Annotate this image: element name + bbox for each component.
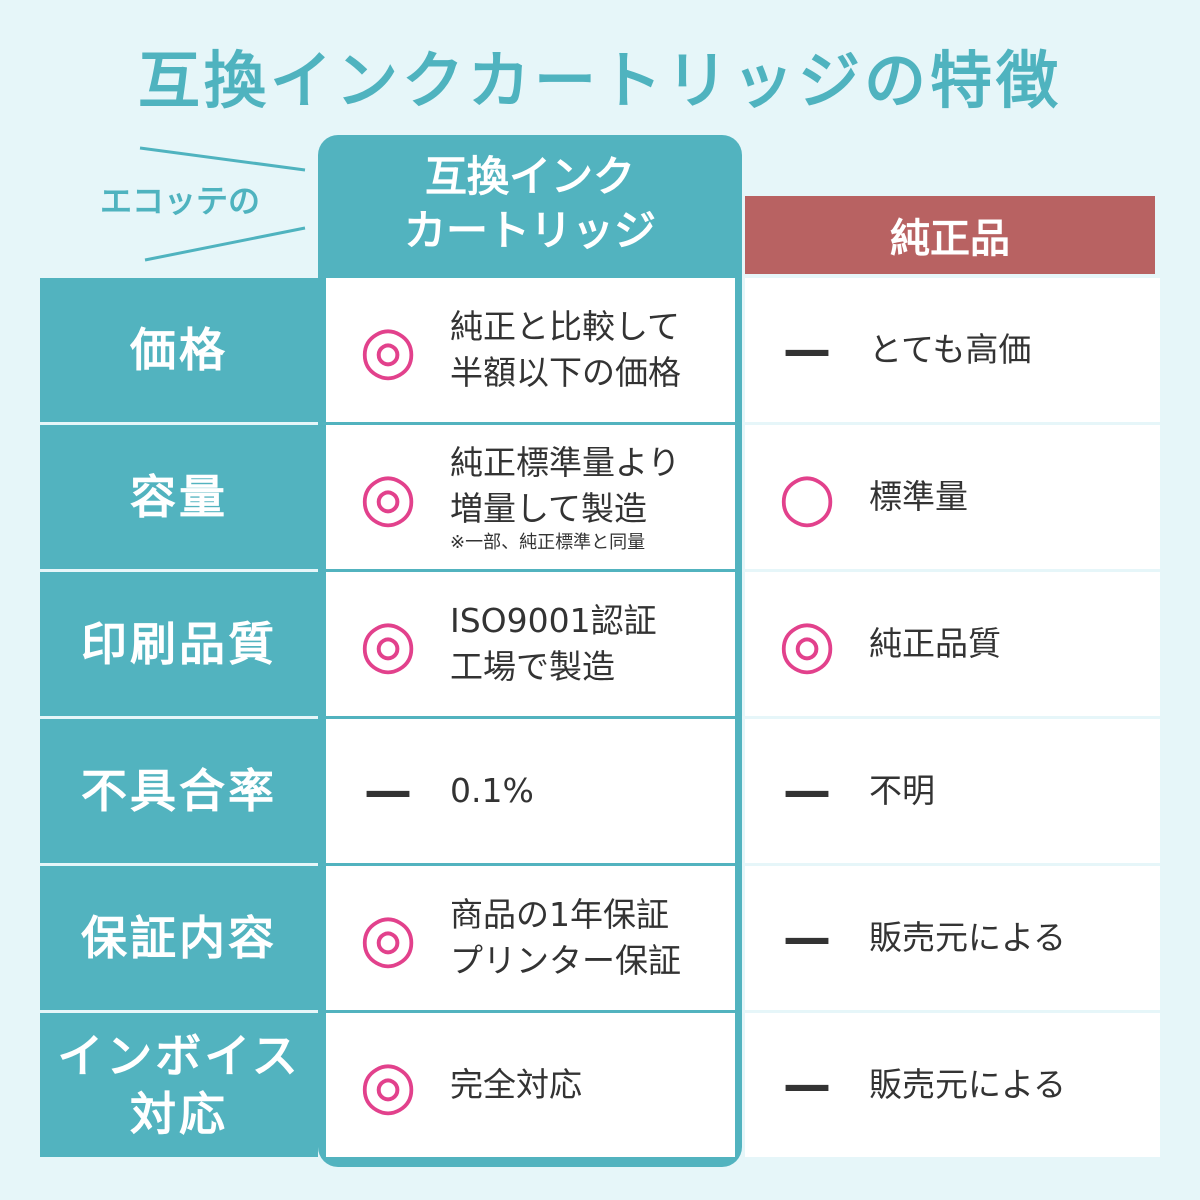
text-line: 0.1% — [450, 771, 534, 810]
genuine-cell: — とても高価 — [745, 278, 1160, 422]
text-line: 純正品質 — [869, 624, 1001, 663]
cell-text: 標準量 — [869, 474, 968, 520]
rating-mark: — — [783, 1057, 831, 1113]
label-line: 印刷品質 — [81, 617, 277, 671]
row-label: 価格 — [40, 278, 318, 422]
cell-text: とても高価 — [869, 327, 1031, 373]
header-line: カートリッジ — [403, 206, 656, 255]
rating-mark: ◎ — [359, 311, 417, 388]
cell-text: 販売元による — [869, 1062, 1066, 1108]
text-line: 販売元による — [869, 918, 1067, 957]
ours-cell: ◎ ISO9001認証 工場で製造 — [326, 572, 735, 716]
text-line: 工場で製造 — [450, 647, 615, 686]
ours-cell: — 0.1% — [326, 719, 735, 863]
label-line: 対応 — [130, 1087, 228, 1141]
rating-mark: ○ — [778, 458, 836, 535]
cell-text: 純正標準量より 増量して製造 ※一部、純正標準と同量 — [450, 440, 680, 554]
rating-mark: ◎ — [359, 458, 417, 535]
label-line: 不具合率 — [81, 764, 277, 818]
text-line: 標準量 — [869, 477, 968, 516]
text-line: 完全対応 — [450, 1065, 582, 1104]
genuine-cell: — 販売元による — [745, 1013, 1160, 1157]
label-line: 保証内容 — [81, 911, 277, 965]
row-label: 容量 — [40, 425, 318, 569]
rating-mark: — — [783, 763, 831, 819]
cell-text: 0.1% — [450, 768, 534, 814]
text-line: 不明 — [869, 771, 935, 810]
genuine-cell: ○ 標準量 — [745, 425, 1160, 569]
cell-text: 純正と比較して 半額以下の価格 — [450, 304, 681, 396]
text-line: 純正と比較して — [450, 307, 681, 346]
rating-mark: ◎ — [359, 605, 417, 682]
ours-cell: ◎ 純正標準量より 増量して製造 ※一部、純正標準と同量 — [326, 425, 735, 569]
cell-text: 販売元による — [869, 915, 1066, 961]
genuine-header: 純正品 — [745, 196, 1155, 274]
text-line: 半額以下の価格 — [450, 353, 681, 392]
genuine-cell: ◎ 純正品質 — [745, 572, 1160, 716]
ours-cell: ◎ 完全対応 — [326, 1013, 735, 1157]
label-line: 容量 — [130, 470, 228, 524]
label-line: 価格 — [130, 323, 228, 377]
rating-mark: ◎ — [778, 605, 836, 682]
cell-text: ISO9001認証 工場で製造 — [450, 598, 657, 690]
rating-mark: ◎ — [359, 899, 417, 976]
row-label: インボイス 対応 — [40, 1013, 318, 1157]
header-line: 互換インク — [424, 152, 635, 201]
genuine-cell: — 不明 — [745, 719, 1160, 863]
row-label: 不具合率 — [40, 719, 318, 863]
ours-cell: ◎ 商品の1年保証 プリンター保証 — [326, 866, 735, 1010]
text-line: とても高価 — [869, 330, 1032, 369]
rating-mark: — — [364, 763, 412, 819]
text-line: 増量して製造 — [450, 489, 648, 528]
text-line: 純正標準量より — [450, 443, 681, 482]
cell-text: 純正品質 — [869, 621, 1001, 667]
decor — [139, 146, 306, 262]
genuine-cell: — 販売元による — [745, 866, 1160, 1010]
row-label: 保証内容 — [40, 866, 318, 1010]
ours-cell: ◎ 純正と比較して 半額以下の価格 — [326, 278, 735, 422]
rating-mark: — — [783, 910, 831, 966]
cell-text: 不明 — [869, 768, 935, 814]
text-line: ISO9001認証 — [450, 601, 657, 640]
tag: エコッテの — [100, 182, 261, 220]
note: ※一部、純正標準と同量 — [450, 532, 646, 553]
rating-mark: ◎ — [359, 1046, 417, 1123]
text-line: 商品の1年保証 — [450, 895, 669, 934]
ours-header: 互換インク カートリッジ — [318, 150, 742, 258]
title: 互換インクカートリッジの特徴 — [137, 44, 1062, 117]
label-line: インボイス — [57, 1029, 301, 1083]
cell-text: 完全対応 — [450, 1062, 582, 1108]
cell-text: 商品の1年保証 プリンター保証 — [450, 892, 681, 984]
text-line: プリンター保証 — [450, 941, 681, 980]
row-label: 印刷品質 — [40, 572, 318, 716]
rating-mark: — — [783, 322, 831, 378]
text-line: 販売元による — [869, 1065, 1067, 1104]
